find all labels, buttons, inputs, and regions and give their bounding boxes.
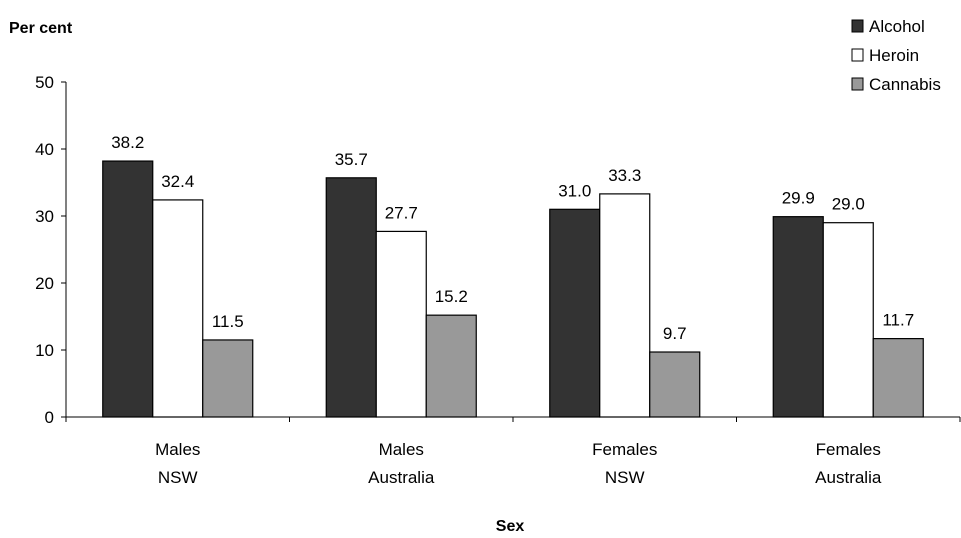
y-tick-label: 0: [45, 408, 54, 427]
bar-heroin: [822, 222, 874, 418]
data-label: 11.7: [882, 311, 914, 330]
category-label: Australia: [815, 468, 882, 487]
bar-cannabis: [425, 314, 477, 418]
bar-heroin: [375, 230, 427, 418]
bar-alcohol: [772, 216, 824, 418]
data-label: 27.7: [385, 203, 418, 222]
legend-swatch-cannabis: [851, 77, 864, 91]
y-tick-label: 10: [35, 341, 54, 360]
data-label: 35.7: [335, 150, 368, 169]
category-label: NSW: [605, 468, 645, 487]
bar-alcohol: [325, 177, 377, 418]
x-axis-title: Sex: [496, 518, 525, 535]
bars: [102, 160, 924, 418]
data-labels: 38.2 35.7 31.0 29.9 32.4 27.7 33.3 29.0 11.5 15.2…: [111, 133, 914, 343]
bar-heroin: [152, 199, 204, 418]
category-label: Females: [816, 440, 881, 459]
y-tick-label: 40: [35, 140, 54, 159]
legend-swatch-alcohol: [851, 19, 864, 33]
category-label: NSW: [158, 468, 198, 487]
data-label: 38.2: [111, 133, 144, 152]
data-label: 31.0: [558, 181, 591, 200]
data-label: 32.4: [161, 172, 194, 191]
y-tick-label: 50: [35, 73, 54, 92]
axes: 0 10 20 30 40 50 Males NSW Males Australia Females…: [35, 73, 961, 487]
legend-label: Alcohol: [869, 17, 925, 36]
bar-cannabis: [872, 338, 924, 418]
category-label: Australia: [368, 468, 435, 487]
data-label: 33.3: [608, 166, 641, 185]
data-label: 15.2: [435, 287, 468, 306]
category-label: Males: [155, 440, 200, 459]
category-label: Males: [379, 440, 424, 459]
data-label: 9.7: [663, 324, 687, 343]
data-label: 29.9: [782, 189, 815, 208]
legend-swatch-heroin: [851, 48, 864, 62]
bar-alcohol: [549, 208, 601, 418]
category-label: Females: [592, 440, 657, 459]
bar-cannabis: [202, 339, 254, 418]
bar-alcohol: [102, 160, 154, 418]
bar-heroin: [599, 193, 651, 418]
y-tick-label: 20: [35, 274, 54, 293]
legend-label: Heroin: [869, 46, 919, 65]
data-label: 29.0: [832, 195, 865, 214]
legend: Alcohol Heroin Cannabis: [851, 17, 941, 94]
y-axis-title: Per cent: [9, 20, 73, 37]
legend-label: Cannabis: [869, 75, 941, 94]
y-tick-label: 30: [35, 207, 54, 226]
bar-cannabis: [649, 351, 701, 418]
data-label: 11.5: [212, 312, 244, 331]
